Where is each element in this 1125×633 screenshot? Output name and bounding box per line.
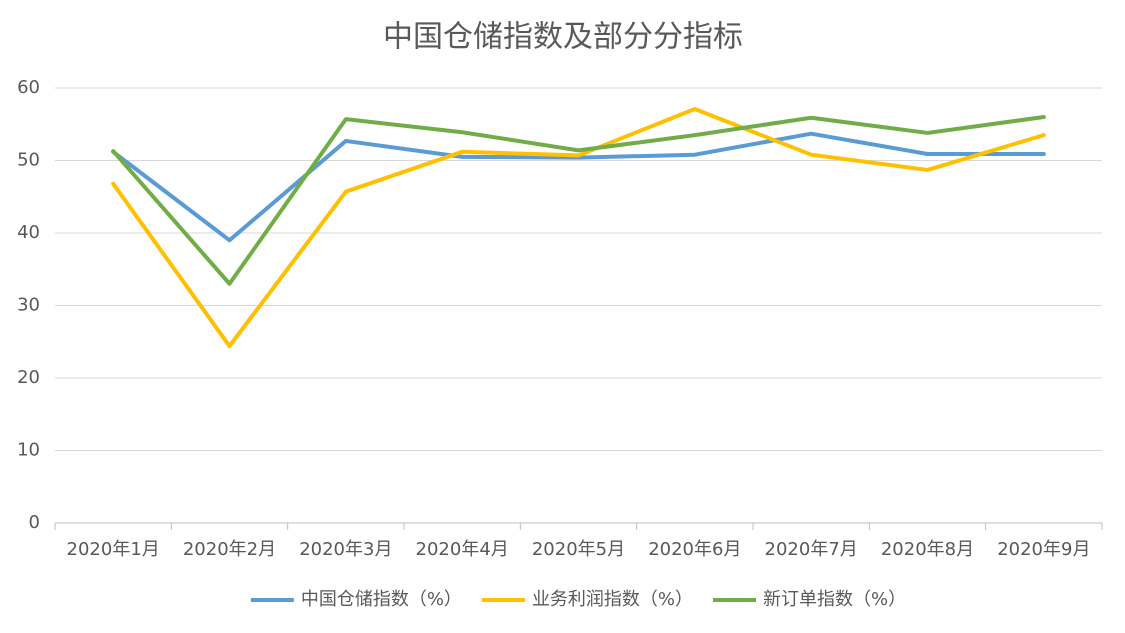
y-tick-label: 30: [17, 295, 40, 316]
x-tick-label: 2020年1月: [67, 539, 160, 560]
legend-label: 新订单指数（%）: [763, 589, 906, 610]
y-tick-label: 0: [29, 512, 40, 533]
y-tick-label: 40: [17, 222, 40, 243]
y-tick-label: 50: [17, 150, 40, 171]
series-line: [111, 131, 1046, 243]
legend-label: 业务利润指数（%）: [532, 589, 693, 610]
y-tick-label: 60: [17, 77, 40, 98]
x-tick-label: 2020年8月: [881, 539, 974, 560]
x-tick-label: 2020年7月: [765, 539, 858, 560]
series-line: [111, 107, 1046, 349]
x-tick-label: 2020年5月: [532, 539, 625, 560]
chart-title: 中国仓储指数及部分分指标: [383, 20, 743, 55]
y-tick-label: 20: [17, 367, 40, 388]
y-tick-label: 10: [17, 440, 40, 461]
series-line: [111, 115, 1046, 286]
x-tick-label: 2020年2月: [183, 539, 276, 560]
x-tick-label: 2020年3月: [299, 539, 392, 560]
legend-label: 中国仓储指数（%）: [301, 589, 462, 610]
x-tick-label: 2020年6月: [648, 539, 741, 560]
x-tick-label: 2020年9月: [997, 539, 1090, 560]
x-tick-label: 2020年4月: [416, 539, 509, 560]
